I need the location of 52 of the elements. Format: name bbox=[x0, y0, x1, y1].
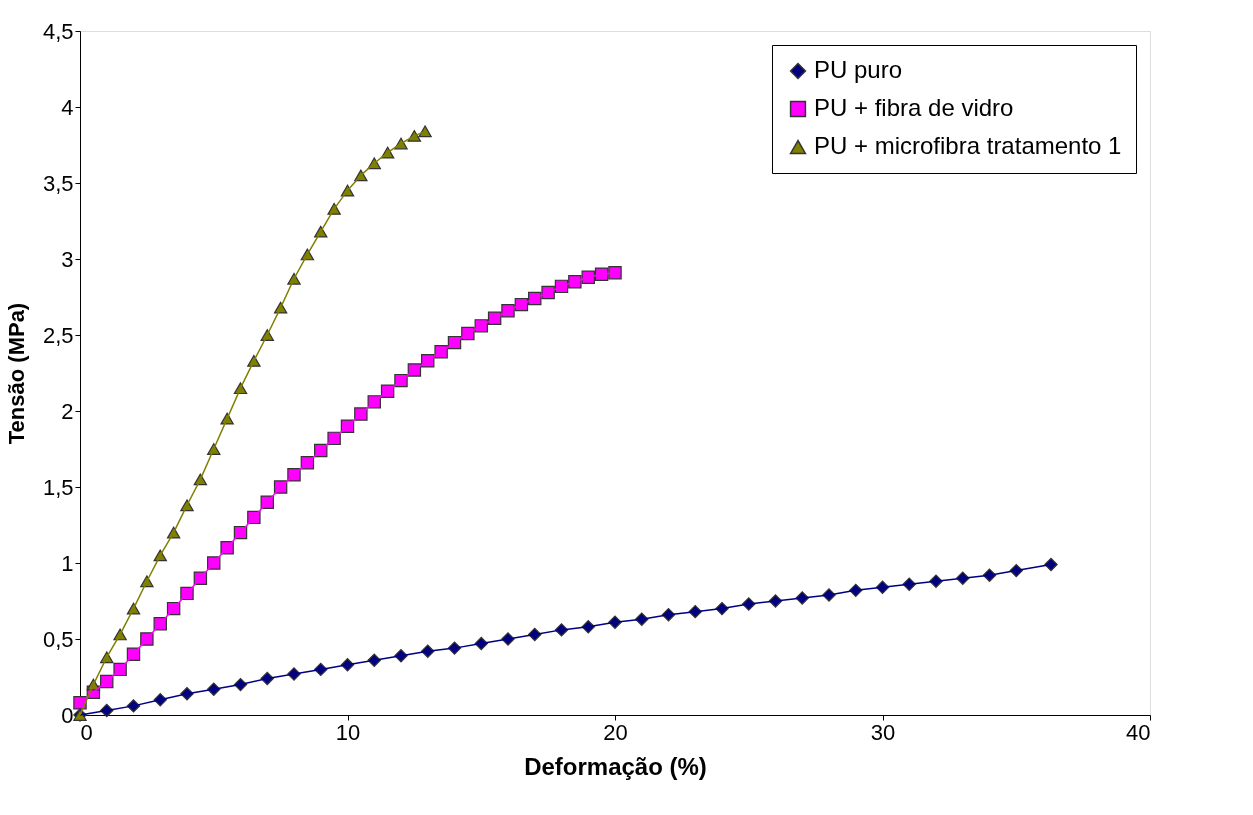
point bbox=[407, 129, 422, 142]
point bbox=[126, 602, 141, 615]
point bbox=[608, 265, 622, 280]
point bbox=[220, 541, 234, 555]
point bbox=[568, 275, 582, 289]
point bbox=[73, 696, 87, 710]
point bbox=[140, 632, 154, 646]
legend-label: PU + fibra de vidro bbox=[814, 94, 1014, 121]
point bbox=[153, 693, 167, 707]
y-tick-label: 3,5 bbox=[42, 170, 74, 196]
point bbox=[220, 412, 234, 425]
x-tick-label: 30 bbox=[870, 719, 896, 745]
y-tick-label: 1 bbox=[61, 550, 74, 576]
point bbox=[314, 225, 328, 238]
point bbox=[273, 301, 288, 314]
y-axis-title: Tensão (MPa) bbox=[3, 302, 29, 445]
point bbox=[581, 270, 595, 284]
point bbox=[207, 556, 221, 570]
x-axis-title: Deformação (%) bbox=[524, 752, 707, 780]
y-tick-label: 0,5 bbox=[42, 626, 74, 652]
y-tick-label: 2,5 bbox=[42, 322, 74, 348]
x-tick-label: 10 bbox=[335, 719, 361, 745]
point bbox=[340, 184, 355, 197]
y-tick-label: 4 bbox=[61, 94, 74, 120]
point bbox=[594, 267, 609, 281]
point bbox=[474, 319, 488, 333]
point bbox=[260, 329, 274, 341]
point bbox=[260, 495, 274, 509]
point bbox=[287, 468, 301, 482]
y-tick-label: 4,5 bbox=[42, 18, 74, 44]
x-tick-label: 0 bbox=[80, 719, 93, 745]
point bbox=[380, 146, 395, 159]
point bbox=[635, 612, 649, 626]
y-tick-label: 3 bbox=[61, 246, 74, 272]
point bbox=[501, 632, 515, 646]
point bbox=[247, 354, 261, 367]
y-tick-label: 1,5 bbox=[42, 474, 74, 500]
point bbox=[327, 202, 341, 215]
point bbox=[287, 272, 301, 285]
point bbox=[153, 617, 167, 631]
point bbox=[1044, 557, 1058, 572]
x-tick-label: 40 bbox=[1126, 719, 1151, 745]
x-tick-label: 20 bbox=[603, 719, 628, 745]
point bbox=[421, 354, 435, 368]
point bbox=[354, 407, 368, 421]
point bbox=[418, 125, 432, 138]
legend-label: PU puro bbox=[814, 56, 903, 83]
point bbox=[166, 526, 181, 539]
legend-label: PU + microfibra tratamento 1 bbox=[814, 132, 1122, 159]
point bbox=[367, 395, 381, 409]
y-tick-label: 2 bbox=[61, 398, 74, 424]
y-tick-label: 0 bbox=[61, 702, 74, 728]
